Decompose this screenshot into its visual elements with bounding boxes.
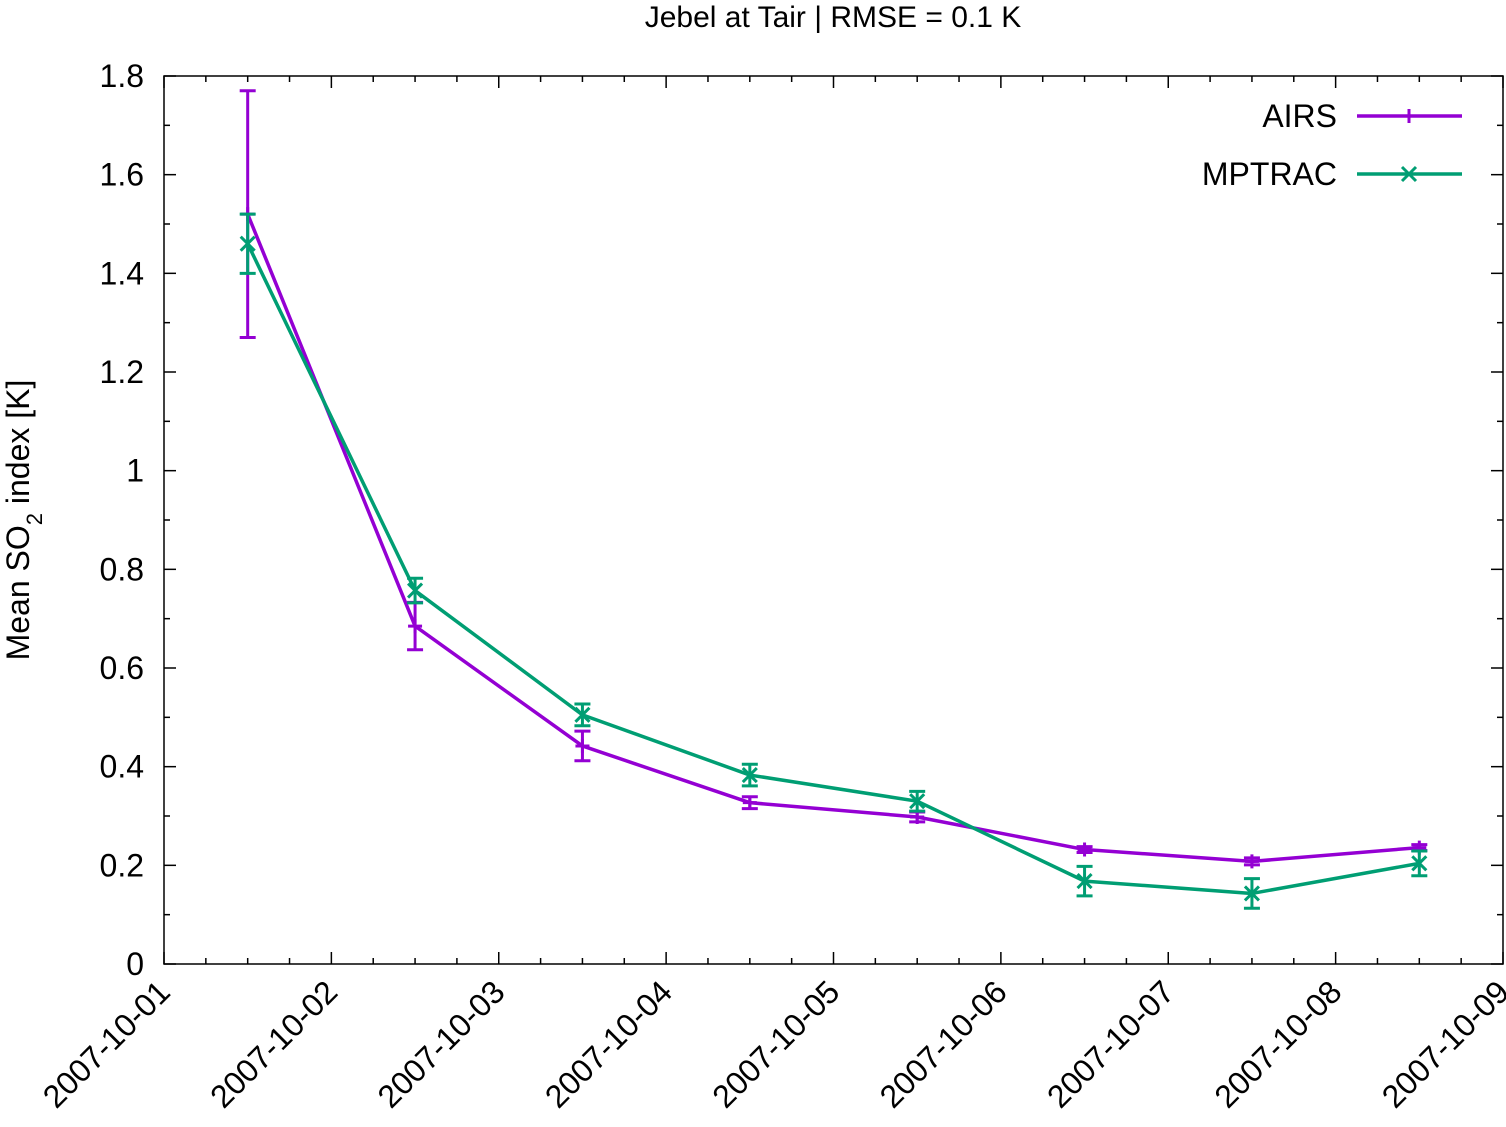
series-line-mptrac <box>246 242 1420 896</box>
y-tick-label: 1.4 <box>100 255 144 291</box>
x-tick-label: 2007-10-06 <box>873 973 1014 1114</box>
chart-title: Jebel at Tair | RMSE = 0.1 K <box>645 1 1022 34</box>
x-tick-label: 2007-10-03 <box>370 973 511 1114</box>
legend-marker-airs <box>1402 109 1416 123</box>
x-tick-label: 2007-10-07 <box>1040 973 1181 1114</box>
data-point-mptrac <box>407 582 424 599</box>
legend-samples <box>1357 109 1462 183</box>
data-point-mptrac <box>1411 855 1428 872</box>
y-tick-label: 0.8 <box>100 551 144 587</box>
x-tick-label: 2007-10-05 <box>705 973 846 1114</box>
legend: AIRS MPTRAC <box>1202 98 1462 192</box>
data-point-mptrac <box>909 793 926 810</box>
data-point-mptrac <box>741 766 758 784</box>
data-point-airs <box>1077 842 1092 857</box>
plot-frame <box>163 75 1504 965</box>
data-point-airs <box>575 738 590 753</box>
y-axis-label: Mean SO2 index [K] <box>0 380 47 661</box>
x-tick-label: 2007-10-02 <box>203 973 344 1114</box>
data-point-airs <box>408 619 423 634</box>
y-axis-label-suffix: index [K] <box>0 380 36 513</box>
legend-label-mptrac: MPTRAC <box>1202 156 1337 192</box>
x-tick-label: 2007-10-04 <box>538 973 679 1114</box>
y-tick-label: 1.6 <box>100 157 144 193</box>
data-point-mptrac <box>1076 873 1093 890</box>
series-layer <box>239 89 1428 910</box>
y-tick-label: 0.2 <box>100 847 144 883</box>
legend-marker-mptrac <box>1400 165 1418 183</box>
y-tick-label: 0 <box>126 946 144 982</box>
y-tick-label: 0.4 <box>100 749 144 785</box>
y-tick-label: 1.8 <box>100 58 144 94</box>
y-tick-label: 1 <box>126 453 144 489</box>
x-tick-label: 2007-10-08 <box>1207 973 1348 1114</box>
x-tick-label: 2007-10-01 <box>36 973 177 1114</box>
y-axis-label-subscript: 2 <box>22 513 47 525</box>
x-tick-label: 2007-10-09 <box>1375 973 1506 1114</box>
series-mptrac <box>239 212 1428 910</box>
y-tick-label: 0.6 <box>100 650 144 686</box>
data-point-mptrac <box>239 235 256 252</box>
series-line-airs <box>246 213 1420 864</box>
legend-label-airs: AIRS <box>1262 98 1337 134</box>
series-airs <box>239 89 1428 869</box>
y-axis-label-prefix: Mean SO <box>0 525 36 660</box>
data-point-airs <box>1244 854 1259 869</box>
y-tick-label: 1.2 <box>100 354 144 390</box>
data-point-mptrac <box>1243 885 1261 902</box>
data-point-airs <box>742 795 757 810</box>
data-point-mptrac <box>574 706 591 723</box>
